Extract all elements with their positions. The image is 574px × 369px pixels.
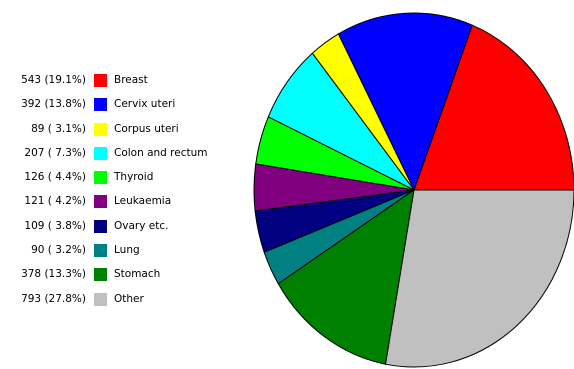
legend-item: 121 ( 4.2%) Leukaemia <box>0 192 230 216</box>
legend-label: Other <box>114 292 144 305</box>
legend-label: Thyroid <box>114 171 154 184</box>
legend-item: 378 (13.3%) Stomach <box>0 265 230 289</box>
legend-value: 109 ( 3.8%) <box>24 219 86 232</box>
legend-item: 392 (13.8%) Cervix uteri <box>0 95 230 119</box>
legend-label: Corpus uteri <box>114 122 179 135</box>
legend-swatch <box>94 219 107 233</box>
legend-value: 793 (27.8%) <box>21 292 86 305</box>
legend-value: 392 (13.8%) <box>21 98 86 111</box>
chart-legend: 543 (19.1%) Breast 392 (13.8%) Cervix uteri… <box>0 71 230 314</box>
legend-swatch <box>94 171 107 185</box>
legend-value: 121 ( 4.2%) <box>24 195 86 208</box>
legend-value: 543 (19.1%) <box>21 74 86 86</box>
legend-swatch <box>94 74 107 87</box>
pie-slice <box>337 12 473 192</box>
legend-value: 378 (13.3%) <box>21 268 86 281</box>
legend-swatch <box>94 98 107 112</box>
legend-label: Breast <box>114 74 148 86</box>
legend-value: 90 ( 3.2%) <box>31 244 86 257</box>
legend-swatch <box>94 268 107 282</box>
legend-item: 89 ( 3.1%) Corpus uteri <box>0 120 230 144</box>
pie-slice <box>413 24 574 191</box>
legend-swatch <box>94 292 107 306</box>
legend-label: Leukaemia <box>114 195 172 208</box>
legend-swatch <box>94 122 107 136</box>
legend-item: 207 ( 7.3%) Colon and rectum <box>0 144 230 168</box>
legend-label: Cervix uteri <box>114 98 176 111</box>
legend-label: Ovary etc. <box>114 219 169 232</box>
pie-slice <box>277 188 415 365</box>
legend-swatch <box>94 146 107 160</box>
legend-swatch <box>94 195 107 209</box>
legend-value: 89 ( 3.1%) <box>31 122 86 135</box>
legend-label: Stomach <box>114 268 161 281</box>
legend-value: 207 ( 7.3%) <box>24 146 86 159</box>
legend-item: 793 (27.8%) Other <box>0 290 230 314</box>
legend-item: 109 ( 3.8%) Ovary etc. <box>0 217 230 241</box>
legend-item: 126 ( 4.4%) Thyroid <box>0 168 230 192</box>
pie-slice <box>384 189 574 368</box>
legend-label: Lung <box>114 244 140 257</box>
legend-item: 543 (19.1%) Breast <box>0 71 230 95</box>
legend-item: 90 ( 3.2%) Lung <box>0 241 230 265</box>
legend-swatch <box>94 244 107 258</box>
legend-value: 126 ( 4.4%) <box>24 171 86 184</box>
legend-label: Colon and rectum <box>114 146 208 159</box>
